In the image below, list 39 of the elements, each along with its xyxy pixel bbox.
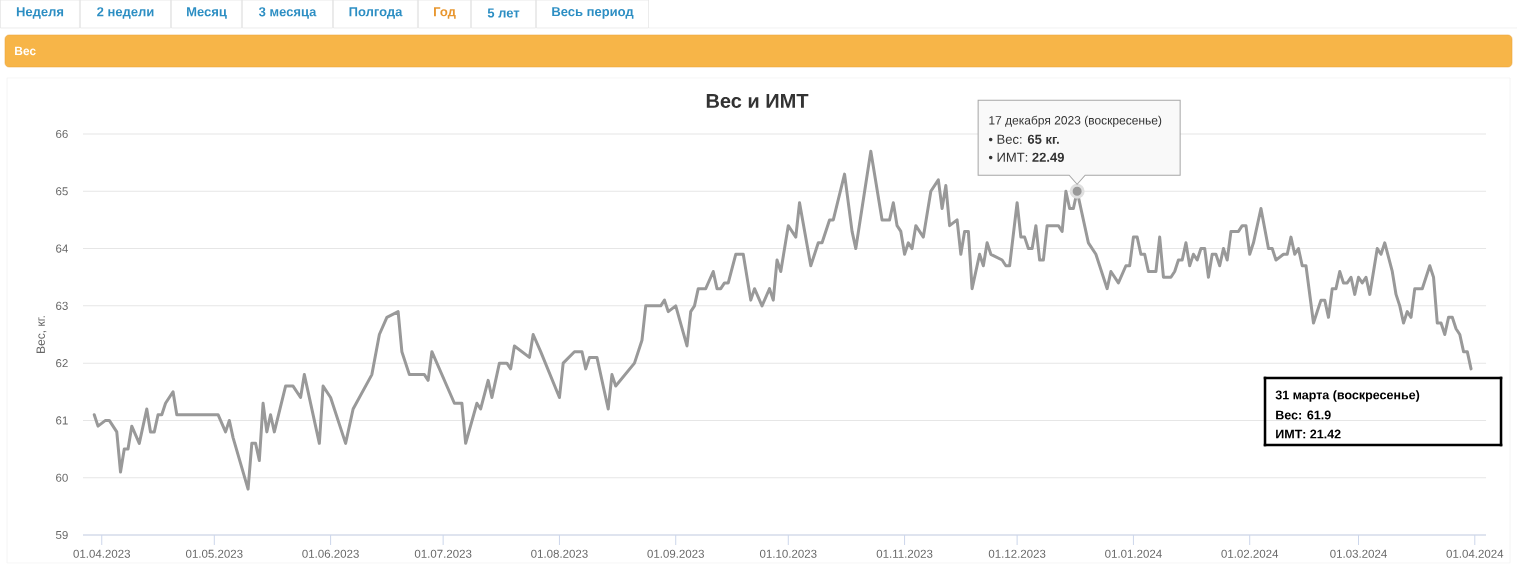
annotation: • Вес: 65 кг.: [988, 134, 1059, 144]
text: Весь период: [552, 7, 634, 19]
x-tick-label: 01.02.2024: [1221, 549, 1279, 558]
text: 17 декабря 2023 (воскресенье): [989, 115, 1162, 127]
chart-title: Вес и ИМТ: [706, 94, 809, 108]
x-tick-label: 01.05.2023: [185, 549, 243, 558]
x-tick-label: 01.03.2024: [1330, 549, 1387, 558]
annotation: 31 марта (воскресенье): [1275, 390, 1420, 402]
y-tick-label: 66: [56, 129, 68, 139]
text: Неделя: [16, 7, 64, 19]
annotation: • ИМТ: 22.49: [988, 152, 1064, 162]
text: Вес: [15, 46, 36, 56]
y-tick-label: 60: [56, 473, 68, 482]
y-tick-label: 62: [56, 359, 68, 368]
x-tick-label: 01.01.2024: [1105, 549, 1162, 558]
x-tick-label: 01.10.2023: [759, 549, 817, 558]
annotation: ИМТ: 21.42: [1276, 429, 1341, 439]
x-tick-label: 01.06.2023: [302, 549, 359, 558]
x-tick-label: 01.08.2023: [531, 549, 588, 558]
y-tick-label: 64: [56, 244, 68, 253]
x-tick-label: 01.11.2023: [876, 549, 933, 558]
line-series: [92, 149, 1473, 491]
y-axis-title: Вес, кг.: [36, 316, 47, 353]
text: Год: [434, 7, 456, 19]
x-tick-label: 01.07.2023: [414, 549, 472, 558]
y-tick-label: 61: [56, 416, 68, 425]
text: Полгода: [349, 7, 403, 19]
x-tick-label: 01.12.2023: [988, 549, 1046, 558]
x-tick-label: 01.04.2023: [73, 549, 131, 558]
y-tick-label: 65: [56, 187, 68, 196]
text: 5 лет: [487, 8, 520, 18]
y-tick-label: 63: [56, 301, 68, 310]
x-tick-label: 01.09.2023: [647, 549, 704, 558]
text: Месяц: [187, 7, 227, 19]
text: 2 недели: [97, 7, 154, 19]
x-tick-label: 01.04.2024: [1446, 549, 1504, 558]
annotation: Вес: 61.9: [1276, 410, 1331, 420]
text: 3 месяца: [258, 7, 317, 19]
y-tick-label: 59: [55, 530, 68, 540]
